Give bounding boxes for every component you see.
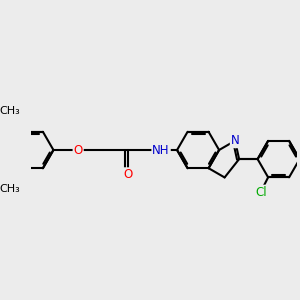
- Text: O: O: [123, 168, 132, 181]
- Text: O: O: [74, 143, 83, 157]
- Text: N: N: [231, 134, 239, 147]
- Text: Cl: Cl: [255, 186, 266, 199]
- Text: CH₃: CH₃: [0, 184, 20, 194]
- Text: CH₃: CH₃: [0, 106, 20, 116]
- Text: NH: NH: [152, 143, 170, 157]
